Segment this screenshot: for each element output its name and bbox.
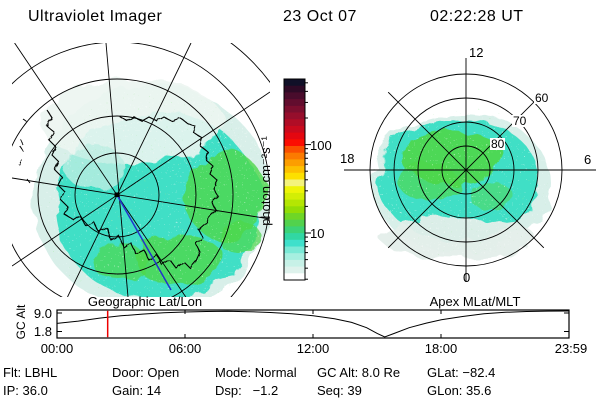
mlt-label-6: 6 bbox=[584, 152, 592, 167]
magnetic-plot-caption: Apex MLat/MLT bbox=[429, 294, 521, 309]
status-dsp: Dsp: −1.2 bbox=[215, 383, 279, 398]
strip-chart-frame bbox=[56, 309, 570, 339]
strip-xtick-1800: 18:00 bbox=[424, 341, 458, 356]
strip-xtick-1200: 12:00 bbox=[296, 341, 330, 356]
geographic-plot bbox=[12, 43, 270, 297]
status-seq: Seq: 39 bbox=[317, 383, 362, 398]
colorbar-tick-100: 100 bbox=[310, 138, 332, 153]
mlt-label-0: 0 bbox=[463, 270, 471, 285]
colorbar-tick-10: 10 bbox=[310, 226, 325, 241]
status-door: Door: Open bbox=[112, 365, 180, 380]
colorbar-axis-label: photon cm⁻²s⁻¹ bbox=[258, 136, 273, 226]
time-label: 02:22:28 UT bbox=[430, 8, 524, 25]
strip-y-axis-label: GC Alt bbox=[14, 304, 28, 340]
mlat-ring-label-60: 60 bbox=[534, 91, 550, 105]
gc-alt-curve bbox=[56, 310, 569, 338]
mlt-label-18: 18 bbox=[340, 151, 355, 166]
status-gain: Gain: 14 bbox=[112, 383, 162, 398]
status-mode: Mode: Normal bbox=[215, 365, 297, 380]
mlat-ring-label-80: 80 bbox=[490, 137, 506, 151]
date-label: 23 Oct 07 bbox=[283, 8, 357, 25]
strip-ytick-1-8: 1.8 bbox=[33, 324, 52, 339]
geographic-plot-caption: Geographic Lat/Lon bbox=[87, 294, 203, 309]
strip-xtick-0000: 00:00 bbox=[40, 341, 74, 356]
strip-xtick-0600: 06:00 bbox=[168, 341, 202, 356]
mlt-label-12: 12 bbox=[469, 45, 484, 60]
magnetic-plot bbox=[344, 58, 596, 282]
page-title: Ultraviolet Imager bbox=[28, 8, 163, 25]
pole-dot bbox=[114, 192, 119, 197]
antarctica-coastline bbox=[18, 109, 219, 269]
colorbar bbox=[283, 78, 311, 281]
status-glat: GLat: −82.4 bbox=[427, 365, 496, 380]
status-gc-alt: GC Alt: 8.0 Re bbox=[317, 365, 401, 380]
strip-xtick-2359: 23:59 bbox=[554, 341, 588, 356]
status-flt: Flt: LBHL bbox=[3, 365, 58, 380]
spacecraft-track-line bbox=[116, 194, 172, 291]
strip-chart-curve bbox=[56, 310, 569, 338]
strip-ytick-9: 9.0 bbox=[33, 306, 52, 321]
status-ip: IP: 36.0 bbox=[3, 383, 48, 398]
mlat-ring-label-70: 70 bbox=[512, 114, 528, 128]
status-glon: GLon: 35.6 bbox=[427, 383, 492, 398]
